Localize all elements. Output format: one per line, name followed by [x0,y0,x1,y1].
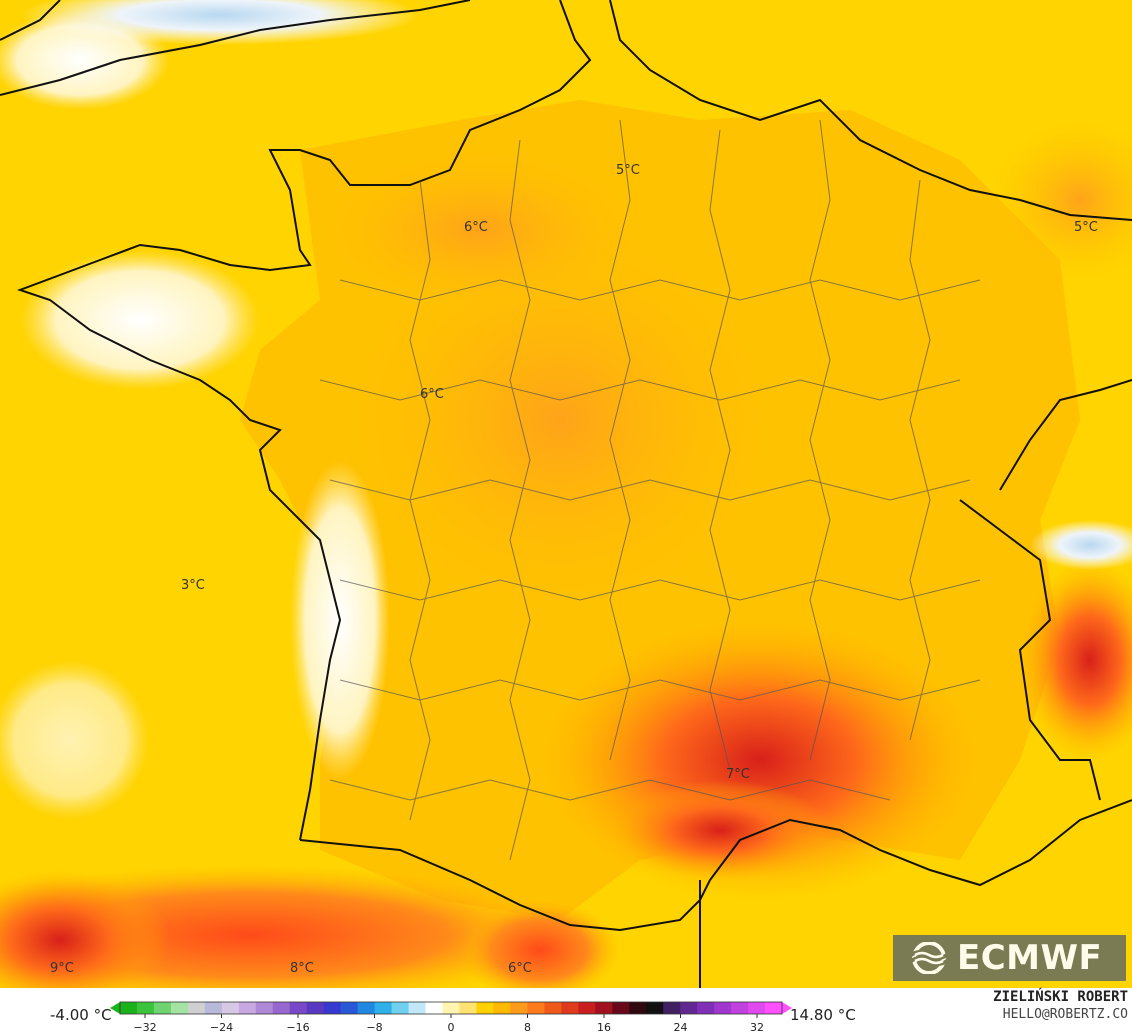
color-scale-cell [357,1002,376,1014]
color-scale-cell [476,1002,494,1014]
color-scale-cell [544,1002,562,1014]
pale-brittany [20,250,260,390]
color-scale: −32 −24 −16 −8 0 8 16 24 32 [110,1001,792,1034]
temperature-map: 5°C 6°C 5°C 6°C 3°C 7°C 9°C 8°C 6°C [0,0,1132,988]
color-scale-tick-label: 0 [448,1021,455,1034]
color-scale-cell [170,1002,189,1014]
color-scale-cell [527,1002,545,1014]
color-scale-left-arrow [110,1002,120,1014]
scale-max-label: 14.80 °C [790,1006,856,1024]
color-scale-tick-label: 8 [524,1021,531,1034]
color-scale-cell [459,1002,477,1014]
color-scale-cell [714,1002,732,1014]
temp-label-paris: 6°C [464,220,488,235]
temp-label-south: 7°C [726,767,750,782]
warm-blob-northeast [990,120,1132,280]
color-scale-tick-label: −24 [210,1021,233,1034]
color-scale-cell [136,1002,155,1014]
color-scale-cell [306,1002,325,1014]
color-scale-cell [765,1002,783,1014]
color-scale-cell [374,1002,393,1014]
ecmwf-wave-icon [909,942,949,974]
hot-blob-gulf [610,780,830,880]
color-scale-cells [110,1001,792,1015]
color-scale-cell [272,1002,291,1014]
hot-blob-catalonia [460,900,620,988]
temp-label-germany: 5°C [1074,220,1098,235]
color-scale-cell [204,1002,223,1014]
color-scale-cell [255,1002,274,1014]
color-scale-cell [323,1002,342,1014]
cold-alps [1030,520,1132,570]
color-scale-cell [493,1002,511,1014]
department-borders [319,119,981,861]
color-scale-cell [578,1002,596,1014]
color-scale-tick-label: −32 [133,1021,156,1034]
color-scale-cell [238,1002,257,1014]
color-scale-right-arrow [782,1002,792,1014]
color-scale-cell [561,1002,579,1014]
color-scale-cell [425,1002,444,1014]
color-scale-cell [697,1002,715,1014]
color-scale-cell [595,1002,613,1014]
color-scale-cell [510,1002,528,1014]
hot-blob-spain-west [0,870,170,988]
color-scale-cell [408,1002,427,1014]
color-scale-cell [120,1002,138,1014]
color-scale-cell [646,1002,664,1014]
color-scale-ticks: −32 −24 −16 −8 0 8 16 24 32 [133,1014,764,1034]
scale-min-label: -4.00 °C [50,1006,112,1024]
color-scale-cell [187,1002,206,1014]
color-scale-cell [663,1002,681,1014]
pale-atlantic [0,660,150,820]
color-scale-cell [731,1002,749,1014]
temp-label-spain-east: 6°C [508,961,532,976]
temp-label-atlantic: 3°C [181,578,205,593]
color-scale-cell [289,1002,308,1014]
temp-label-spain-center: 8°C [290,961,314,976]
color-scale-tick-label: 32 [750,1021,764,1034]
color-scale-tick-label: −8 [366,1021,382,1034]
coastlines [0,0,1132,988]
temp-label-center: 6°C [420,387,444,402]
color-scale-cell [442,1002,460,1014]
color-scale-cell [612,1002,630,1014]
author-name: ZIELIŃSKI ROBERT [993,989,1128,1005]
color-scale-cell [340,1002,359,1014]
temp-label-north-east: 5°C [616,163,640,178]
color-scale-cell [153,1002,172,1014]
color-scale-cell [629,1002,647,1014]
color-scale-tick-label: 16 [597,1021,611,1034]
ecmwf-logo: ECMWF [893,935,1126,981]
cold-england [20,0,420,45]
color-scale-cell [221,1002,240,1014]
color-scale-tick-label: −16 [286,1021,309,1034]
author-email: HELLO@ROBERTZ.CO [1002,1007,1128,1022]
temp-label-spain-west: 9°C [50,961,74,976]
color-scale-cell [680,1002,698,1014]
color-scale-cell [748,1002,766,1014]
color-scale-tick-label: 24 [674,1021,688,1034]
color-scale-cell [391,1002,410,1014]
ecmwf-logo-text: ECMWF [957,938,1103,978]
